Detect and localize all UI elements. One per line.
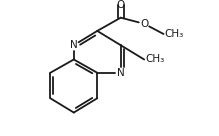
- Text: N: N: [70, 40, 78, 50]
- Text: CH₃: CH₃: [145, 55, 164, 64]
- Text: O: O: [117, 0, 125, 10]
- Text: O: O: [140, 19, 148, 29]
- Text: CH₃: CH₃: [165, 29, 184, 39]
- Text: N: N: [117, 68, 125, 78]
